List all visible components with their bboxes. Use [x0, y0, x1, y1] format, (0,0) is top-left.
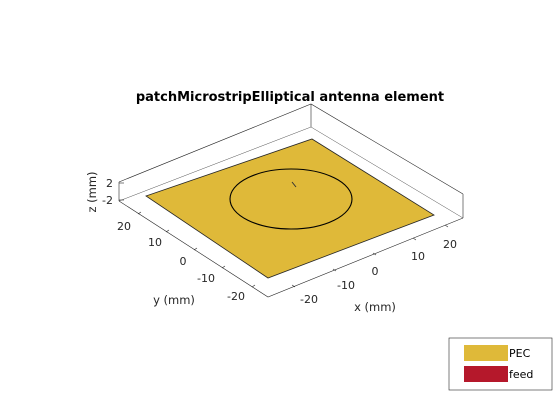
x-tick-label: 20 — [443, 238, 457, 251]
x-tick-mark — [291, 284, 296, 288]
axis-inner-edge — [118, 126, 312, 202]
x-axis-label: x (mm) — [354, 300, 396, 314]
y-tick-label: 0 — [180, 255, 187, 268]
ground-plane — [145, 138, 435, 279]
x-tick-label: 10 — [411, 250, 425, 263]
legend-swatch-pec — [464, 345, 508, 361]
x-tick-mark — [444, 224, 449, 228]
feed-point — [291, 181, 297, 188]
y-tick-mark — [251, 284, 256, 288]
axis-floor-edge — [118, 200, 464, 298]
x-tick-mark — [332, 268, 337, 272]
x-tick-label: -10 — [337, 279, 355, 292]
y-tick-label: 10 — [148, 236, 162, 249]
y-tick-label: 20 — [117, 220, 131, 233]
y-tick-label: -10 — [197, 272, 215, 285]
axis-inner-edge — [310, 126, 464, 219]
x-tick-mark — [372, 252, 377, 256]
z-tick-label: -2 — [102, 194, 113, 207]
legend-label-feed: feed — [509, 368, 533, 381]
z-tick-label: 2 — [106, 177, 113, 190]
z-axis-ticks — [119, 182, 124, 201]
y-axis-ticks — [137, 211, 256, 288]
legend: PEC feed — [448, 337, 553, 391]
legend-label-pec: PEC — [509, 347, 531, 360]
x-tick-mark — [412, 237, 417, 241]
z-axis-label: z (mm) — [85, 171, 99, 212]
y-axis-label: y (mm) — [153, 293, 195, 307]
x-axis-ticks — [291, 224, 449, 288]
y-tick-label: -20 — [227, 290, 245, 303]
y-tick-mark — [221, 265, 226, 269]
x-tick-label: 0 — [372, 265, 379, 278]
y-tick-mark — [193, 247, 198, 251]
elliptical-patch — [229, 168, 353, 230]
y-tick-mark — [137, 211, 142, 215]
legend-swatch-feed — [464, 366, 508, 382]
axes-box — [118, 103, 464, 298]
figure-title: patchMicrostripElliptical antenna elemen… — [136, 90, 444, 105]
y-tick-mark — [165, 229, 170, 233]
axis-top-rim — [118, 103, 464, 195]
x-tick-label: -20 — [300, 293, 318, 306]
